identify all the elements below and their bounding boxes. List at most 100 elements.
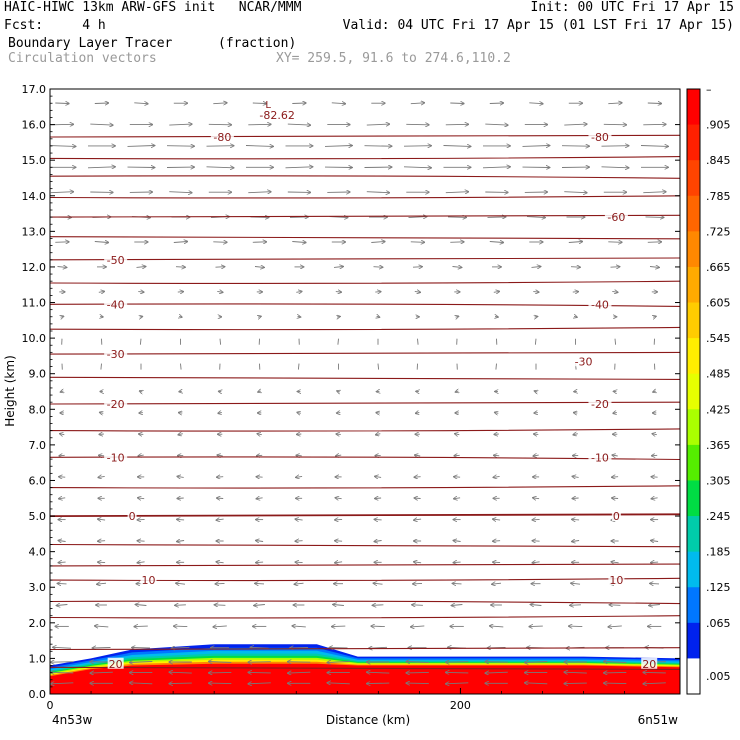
isotherm-label-bg [104, 298, 128, 310]
isotherm-line [50, 351, 680, 355]
isotherm-label-bg [604, 211, 628, 223]
circulation-vector [533, 498, 540, 499]
circulation-vector [254, 605, 265, 606]
x-axis-label: Distance (km) [326, 713, 410, 727]
y-tick-label: 3.0 [29, 581, 47, 594]
circulation-vector [643, 124, 666, 125]
circulation-vector [410, 242, 425, 243]
circulation-vector [406, 672, 429, 673]
circulation-vector [532, 562, 540, 563]
circulation-vector [454, 477, 461, 478]
isotherm-label-bg [104, 348, 128, 360]
circulation-vector [100, 412, 104, 413]
y-tick-label: 15.0 [22, 154, 47, 167]
y-tick-label: 5.0 [29, 510, 47, 523]
circulation-vector [612, 455, 618, 456]
circulation-vector [138, 455, 144, 456]
isotherm-line [50, 543, 680, 548]
circulation-vector [411, 626, 425, 627]
circulation-vector [178, 434, 183, 435]
circulation-vector [373, 267, 383, 268]
circulation-vector [337, 413, 341, 414]
y-tick-label: 17.0 [22, 83, 47, 96]
tracer-layer [50, 644, 680, 694]
circulation-vector [335, 292, 341, 293]
y-tick-label: 9.0 [29, 368, 47, 381]
circulation-vector [289, 217, 308, 218]
circulation-vector [573, 434, 578, 435]
circulation-vector [292, 103, 306, 104]
circulation-vector [248, 124, 270, 125]
colorbar-top-label: – [706, 83, 712, 96]
circulation-vector [612, 498, 619, 499]
circulation-vector [613, 412, 617, 413]
circulation-vector [175, 267, 185, 268]
circulation-vector [453, 541, 461, 542]
circulation-vector [295, 519, 303, 520]
colorbar-label: .905 [706, 119, 731, 132]
isotherm-line [50, 456, 680, 461]
circulation-vector [327, 662, 350, 663]
circulation-vector [493, 476, 500, 477]
circulation-vector [256, 498, 263, 499]
circulation-vector [417, 338, 419, 345]
circulation-vector [450, 103, 464, 104]
circulation-vector [256, 562, 264, 563]
colorbar-swatch [687, 373, 700, 410]
isotherm-label-bg [210, 131, 234, 143]
temperature-contours: 20 20 10 10 0 0 -10 -10 -20 -20 -30 -30 -40 -40 -50 -60… [50, 100, 680, 671]
circulation-vector [572, 519, 580, 520]
circulation-vector [651, 562, 659, 563]
y-tick-label: 1.0 [29, 652, 47, 665]
isotherm-line [50, 577, 680, 582]
isotherm-label-bg [104, 253, 128, 265]
circulation-vector [533, 455, 539, 456]
circulation-vector [256, 477, 263, 478]
isotherm-label: -80 [213, 131, 231, 144]
colorbar-label: .845 [706, 154, 731, 167]
circulation-vector [485, 124, 508, 125]
circulation-vector [652, 434, 657, 435]
isotherm-line [50, 156, 680, 160]
circulation-vector [490, 626, 504, 627]
colorbar-swatch [687, 124, 700, 161]
circulation-vector [335, 498, 342, 499]
circulation-vector [87, 167, 115, 168]
circulation-vector [139, 338, 142, 345]
circulation-vector [647, 103, 662, 104]
circulation-vector [532, 541, 540, 542]
circulation-vector [604, 672, 627, 673]
isotherm-line [50, 280, 680, 284]
isotherm-label-bg [140, 574, 157, 586]
circulation-vector [377, 363, 380, 370]
circulation-vector [529, 626, 543, 627]
circulation-vector [533, 292, 538, 293]
circulation-vector [601, 167, 629, 168]
circulation-vector [94, 242, 109, 243]
colorbar-swatch [687, 480, 700, 517]
isotherm-line [50, 326, 680, 331]
circulation-vector [169, 672, 192, 673]
circulation-vector [137, 541, 145, 542]
circulation-vector [373, 605, 384, 606]
isotherm-line [50, 303, 680, 307]
circulation-vector [333, 605, 344, 606]
circulation-vector [603, 124, 627, 125]
circulation-vector [248, 192, 270, 193]
circulation-vector [531, 267, 541, 268]
isotherm-label: 20 [642, 658, 656, 671]
circulation-vector [94, 103, 109, 104]
y-tick-label: 12.0 [22, 261, 47, 274]
colorbar-swatch [687, 89, 700, 126]
circulation-vector [532, 519, 540, 520]
circulation-vector [371, 242, 385, 243]
circulation-vector [175, 605, 186, 606]
isotherm-line [50, 513, 680, 517]
field-units: (fraction) [218, 36, 297, 51]
circulation-vector [406, 683, 429, 684]
circulation-vector [608, 626, 622, 627]
circulation-vector [529, 103, 543, 104]
circulation-vector [100, 363, 102, 370]
isotherm-label: 0 [613, 510, 620, 523]
circulation-vector [127, 146, 155, 147]
